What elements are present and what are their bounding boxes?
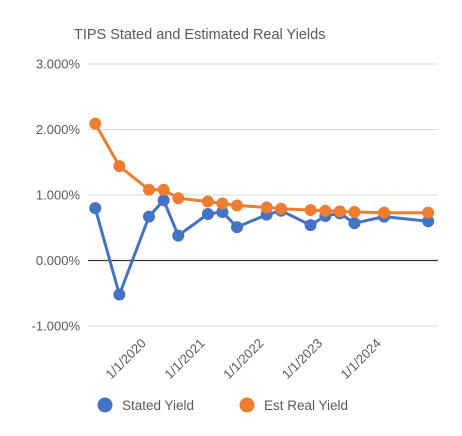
y-tick-label: 3.000% (36, 57, 81, 72)
data-point (172, 229, 185, 242)
data-point (201, 195, 214, 208)
x-axis-ticks: 1/1/2020 1/1/2021 1/1/2022 1/1/2023 1/1/2024 (102, 336, 383, 382)
data-point (319, 204, 332, 217)
data-point (142, 183, 155, 196)
data-point (216, 206, 229, 219)
y-tick-label: 0.000% (36, 253, 81, 268)
x-tick-label: 1/1/2021 (161, 336, 207, 382)
data-point (348, 206, 361, 219)
legend-marker (97, 397, 113, 413)
series-line (93, 122, 430, 215)
data-point (157, 194, 170, 207)
gridlines (88, 63, 438, 327)
data-point (89, 202, 102, 215)
x-tick-label: 1/1/2022 (220, 336, 266, 382)
data-point (172, 192, 185, 205)
data-point (378, 206, 391, 219)
data-point (216, 197, 229, 210)
data-point (157, 183, 170, 196)
series-layer (89, 117, 435, 301)
x-tick-label: 1/1/2020 (102, 336, 148, 382)
y-tick-label: -1.000% (32, 319, 81, 334)
data-point (201, 207, 214, 220)
data-point (89, 117, 102, 130)
data-point (422, 215, 435, 228)
series-line (93, 198, 430, 297)
legend-item-est-real-yield: Est Real Yield (239, 397, 348, 413)
y-tick-label: 1.000% (36, 188, 81, 203)
data-point (304, 204, 317, 217)
y-tick-label: 2.000% (36, 122, 81, 137)
data-point (231, 221, 244, 234)
y-axis-ticks: 3.000% 2.000% 1.000% 0.000% -1.000% (32, 57, 81, 334)
legend-label: Stated Yield (122, 398, 194, 413)
data-point (333, 205, 346, 218)
data-point (304, 219, 317, 232)
data-point (260, 201, 273, 214)
data-point (113, 160, 126, 173)
data-point (231, 199, 244, 212)
legend: Stated Yield Est Real Yield (97, 397, 348, 413)
data-point (113, 288, 126, 301)
legend-item-stated-yield: Stated Yield (97, 397, 194, 413)
series-est-real-yield (89, 117, 435, 219)
data-point (348, 217, 361, 230)
x-tick-label: 1/1/2024 (338, 336, 384, 382)
data-point (142, 210, 155, 223)
data-point (422, 206, 435, 219)
data-point (275, 202, 288, 215)
legend-label: Est Real Yield (264, 398, 348, 413)
legend-marker (239, 397, 255, 413)
chart-title: TIPS Stated and Estimated Real Yields (74, 27, 325, 43)
x-tick-label: 1/1/2023 (279, 336, 325, 382)
